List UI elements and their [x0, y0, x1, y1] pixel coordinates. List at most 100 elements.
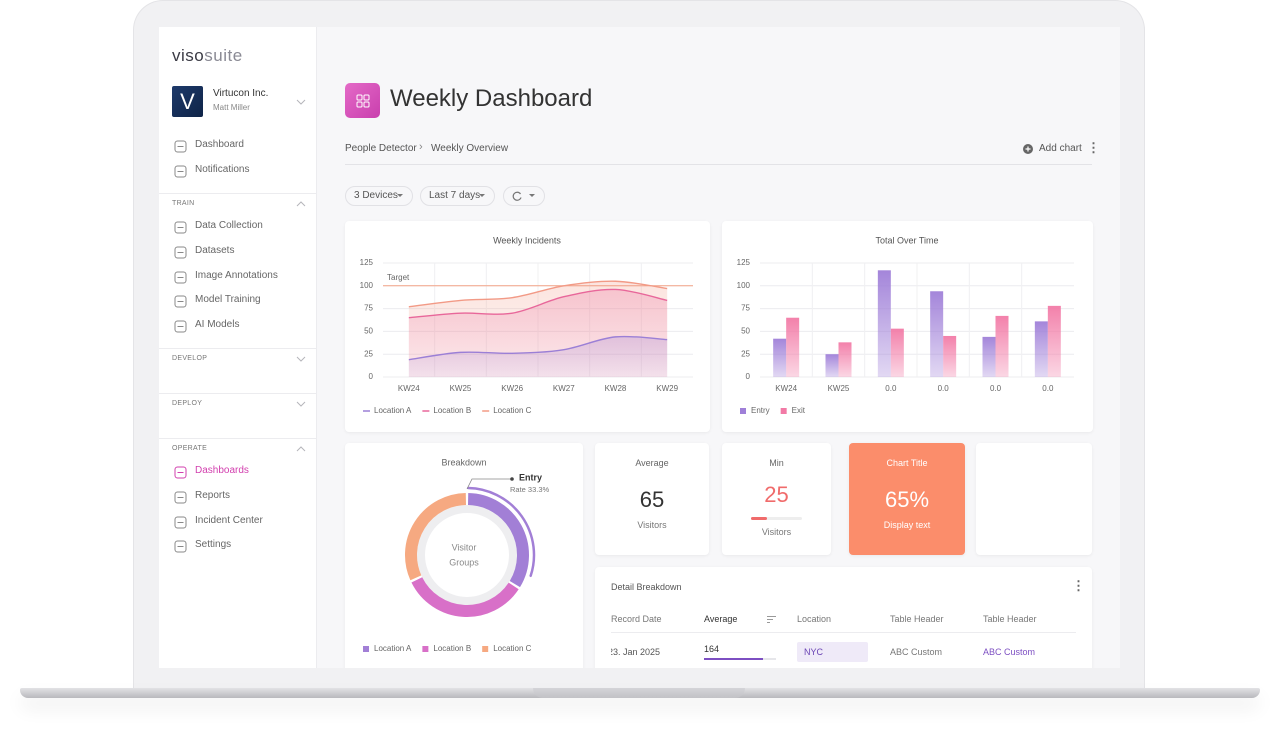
- cell-clip: 23. Jan 2025: [611, 647, 691, 657]
- icon-shape: [174, 516, 187, 529]
- sidebar: visosuite V Virtucon Inc. Matt Miller Dashbo…: [159, 27, 317, 668]
- kpi-title: Chart Title: [886, 458, 928, 468]
- section-title: DEPLOY: [172, 400, 203, 407]
- logo-part: viso: [172, 46, 205, 65]
- nav-item[interactable]: Dashboard: [195, 139, 244, 150]
- icon-shape: [174, 271, 187, 284]
- x-tick-label: 0.0: [1042, 384, 1054, 393]
- icon-shape: [174, 221, 187, 234]
- header-icon: [345, 83, 380, 118]
- nav-item[interactable]: Incident Center: [195, 514, 263, 526]
- annotation-line: [466, 478, 512, 490]
- donut-chart-card: Breakdown Entry Rate 33.3% Visitor Groups Loc…: [345, 443, 583, 668]
- donut-chart: Breakdown Entry Rate 33.3% Visitor Groups Loc…: [363, 457, 550, 653]
- divider: [345, 164, 1092, 165]
- nav-item[interactable]: Dashboards: [195, 465, 249, 476]
- column-header[interactable]: Location: [797, 614, 832, 624]
- y-tick-label: 100: [737, 281, 751, 290]
- icon-shape: [174, 320, 187, 333]
- y-tick-label: 25: [364, 349, 373, 358]
- refresh[interactable]: [503, 186, 545, 206]
- section-title: OPERATE: [172, 445, 208, 452]
- kpi-value: 65%: [884, 487, 930, 512]
- donut-segment: [411, 576, 519, 617]
- bar: [877, 270, 891, 377]
- series-line: [408, 288, 668, 319]
- series-line: [408, 280, 668, 308]
- cell[interactable]: ABC Custom: [983, 647, 1036, 657]
- column-header[interactable]: Average: [704, 614, 738, 624]
- bar: [786, 317, 800, 377]
- nav-icon: [174, 271, 187, 284]
- column-header[interactable]: Record Date: [611, 614, 662, 624]
- divider: [159, 193, 317, 194]
- nav-item[interactable]: Image Annotations: [195, 269, 278, 281]
- section-title: DEVELOP: [172, 355, 208, 362]
- kpi-value: 25: [764, 482, 789, 507]
- legend-swatch: [422, 646, 429, 652]
- bar: [943, 335, 957, 377]
- nav-item[interactable]: Model Training: [195, 294, 261, 306]
- chevron-shape: [296, 201, 306, 207]
- table-card: Detail Breakdown ⋮ Record Date Average Locat…: [595, 567, 1092, 668]
- add-chart[interactable]: Add chart: [1039, 143, 1082, 154]
- y-tick-label: 25: [741, 349, 750, 358]
- cell: 164: [704, 644, 720, 654]
- legend-label: Location C: [493, 644, 531, 653]
- x-tick-label: 0.0: [990, 384, 1002, 393]
- legend-label: Entry: [751, 406, 770, 415]
- filter[interactable]: 3 Devices: [345, 186, 413, 206]
- center-label: Visitor: [452, 542, 477, 552]
- x-tick-label: 0.0: [938, 384, 950, 393]
- add-icon: [1023, 144, 1033, 154]
- kpi-unit: Visitors: [637, 520, 667, 530]
- legend-swatch: [482, 646, 489, 652]
- nav-icon: [174, 466, 187, 479]
- chevron: [296, 99, 306, 105]
- bar: [982, 336, 996, 377]
- caret: [529, 194, 535, 197]
- breadcrumb[interactable]: Weekly Overview: [431, 143, 509, 154]
- kebab[interactable]: ⋮: [1087, 140, 1100, 155]
- legend-label: Location B: [433, 406, 471, 415]
- kpi-value: 65: [639, 487, 665, 512]
- kpi-title: Average: [635, 458, 669, 468]
- x-tick-label: KW24: [398, 384, 420, 393]
- logo: visosuite: [172, 46, 243, 66]
- chevron: [296, 201, 306, 207]
- center-label: Groups: [449, 557, 479, 567]
- target-label: Target: [387, 273, 410, 282]
- annotation-dot: [510, 477, 514, 481]
- icon-shape: [174, 246, 187, 259]
- x-tick-label: KW27: [553, 384, 575, 393]
- nav-item[interactable]: AI Models: [195, 319, 240, 331]
- org-user: Matt Miller: [213, 103, 250, 112]
- line-chart-card: Weekly Incidents 0 25 50 75 100 125 KW24 KW25 KW2…: [345, 221, 710, 432]
- column-header[interactable]: Table Header: [890, 614, 944, 624]
- column-header[interactable]: Table Header: [983, 614, 1037, 624]
- table-title: Detail Breakdown: [611, 582, 682, 592]
- breadcrumb[interactable]: People Detector: [345, 143, 417, 154]
- kpi-unit: Visitors: [761, 527, 792, 537]
- nav-item[interactable]: Reports: [195, 489, 231, 501]
- annotation-text: Rate 33.3%: [510, 485, 550, 494]
- x-tick-label: KW26: [501, 384, 523, 393]
- nav-item[interactable]: Notifications: [195, 164, 250, 175]
- kpi-title: Min: [769, 458, 784, 468]
- nav-item[interactable]: Settings: [195, 539, 232, 551]
- divider: [159, 348, 317, 349]
- filter[interactable]: Last 7 days: [420, 186, 495, 206]
- chevron: [296, 356, 306, 362]
- chevron-shape: [296, 356, 306, 362]
- kebab[interactable]: ⋮: [1072, 578, 1085, 593]
- filter-label: 3 Devices: [354, 190, 398, 201]
- y-tick-label: 50: [364, 327, 373, 336]
- bar: [1047, 305, 1061, 377]
- nav-item[interactable]: Data Collection: [195, 220, 263, 231]
- divider: [159, 438, 317, 439]
- cell-chip: [797, 642, 868, 662]
- refresh-icon: [512, 191, 522, 201]
- legend-swatch: [780, 408, 787, 414]
- bar: [825, 354, 839, 377]
- nav-item[interactable]: Datasets: [195, 244, 235, 256]
